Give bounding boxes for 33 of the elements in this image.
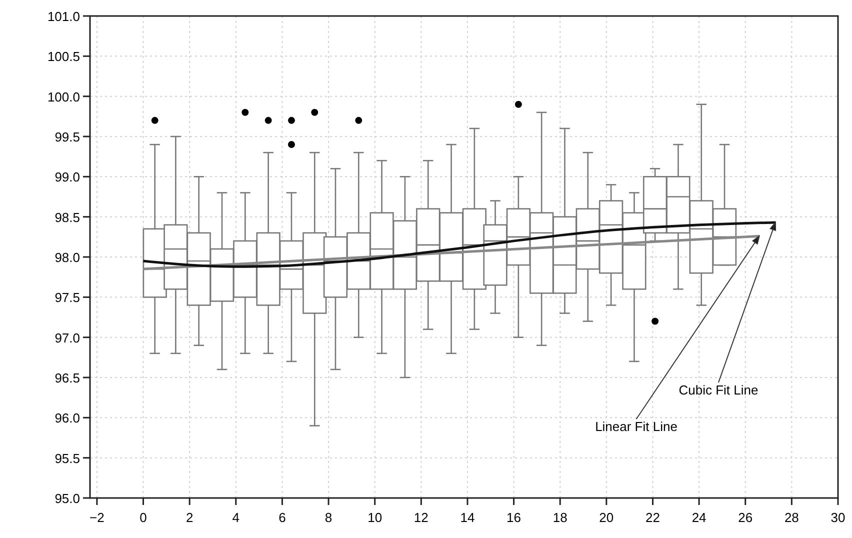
- line-series: [142, 221, 777, 268]
- y-tick-label: 96.5: [54, 370, 80, 386]
- y-tick-label: 98.5: [54, 210, 80, 225]
- x-tick-label: 26: [738, 510, 753, 525]
- text: Cubic Fit Line: [678, 382, 758, 398]
- x-tick-label: 8: [324, 510, 332, 525]
- x-tick-label: 30: [830, 510, 846, 525]
- text: Linear Fit Line: [595, 419, 678, 434]
- y-tick-label: 95.0: [54, 491, 80, 506]
- x-tick-label: 14: [460, 510, 475, 525]
- x-tick-label: 10: [368, 510, 382, 525]
- x-tick-label: −2: [90, 510, 104, 525]
- x-tick-label: 2: [186, 510, 194, 525]
- y-tick-label: 96.0: [54, 410, 80, 426]
- y-tick-label: 98.0: [54, 250, 80, 265]
- x-tick-label: 4: [232, 510, 240, 525]
- x-tick-label: 22: [646, 510, 660, 525]
- y-tick-label: 95.5: [54, 450, 80, 466]
- x-tick-label: 24: [692, 510, 706, 525]
- x-tick-label: 20: [599, 510, 614, 525]
- x-tick-label: 28: [784, 510, 799, 525]
- x-tick-label: 6: [278, 510, 286, 525]
- y-tick-label: 97.0: [54, 330, 80, 346]
- y-tick-label: 100.0: [47, 89, 80, 104]
- x-tick-label: 12: [414, 510, 428, 525]
- x-tick-label: 16: [506, 510, 522, 525]
- y-tick-label: 99.0: [54, 170, 80, 185]
- y-tick-label: 97.5: [54, 290, 80, 306]
- y-tick-label: 101.0: [47, 9, 80, 24]
- x-tick-label: 0: [140, 510, 147, 525]
- y-tick-label: 100.5: [47, 49, 80, 64]
- x-tick-label: 18: [552, 510, 568, 525]
- y-tick-label: 99.5: [54, 130, 80, 144]
